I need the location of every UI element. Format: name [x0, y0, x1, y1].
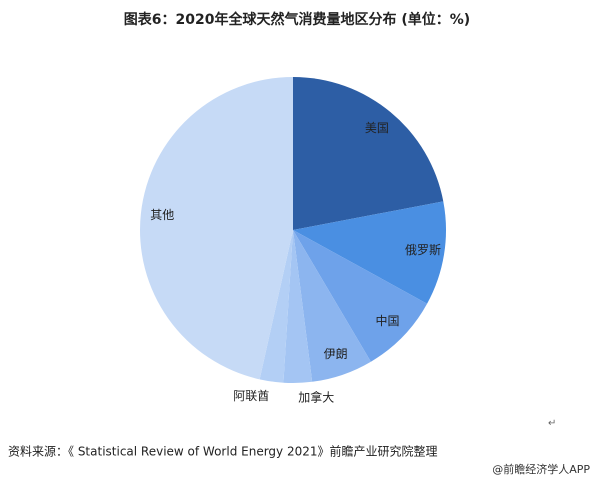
pie-slice [293, 77, 444, 230]
slice-label: 美国 [365, 121, 389, 135]
pie-slice [139, 77, 293, 380]
slice-label: 加拿大 [298, 390, 334, 405]
return-mark: ↵ [548, 418, 556, 429]
slice-label: 俄罗斯 [405, 243, 441, 257]
pie-slice [283, 230, 313, 383]
pie-slice [293, 201, 446, 304]
slice-label: 中国 [375, 313, 399, 328]
chart-title: 图表6：2020年全球天然气消费量地区分布 (单位：%) [124, 11, 470, 28]
pie-slice [293, 230, 428, 362]
slice-label: 阿联酋 [233, 388, 269, 403]
watermark: @前瞻经济学人APP [492, 462, 590, 476]
pie-slice [259, 230, 293, 383]
pie-slice [293, 230, 371, 382]
slice-label: 伊朗 [324, 347, 348, 361]
slice-label: 其他 [150, 208, 174, 222]
source: 资料来源：《 Statistical Review of World Energ… [8, 444, 438, 459]
